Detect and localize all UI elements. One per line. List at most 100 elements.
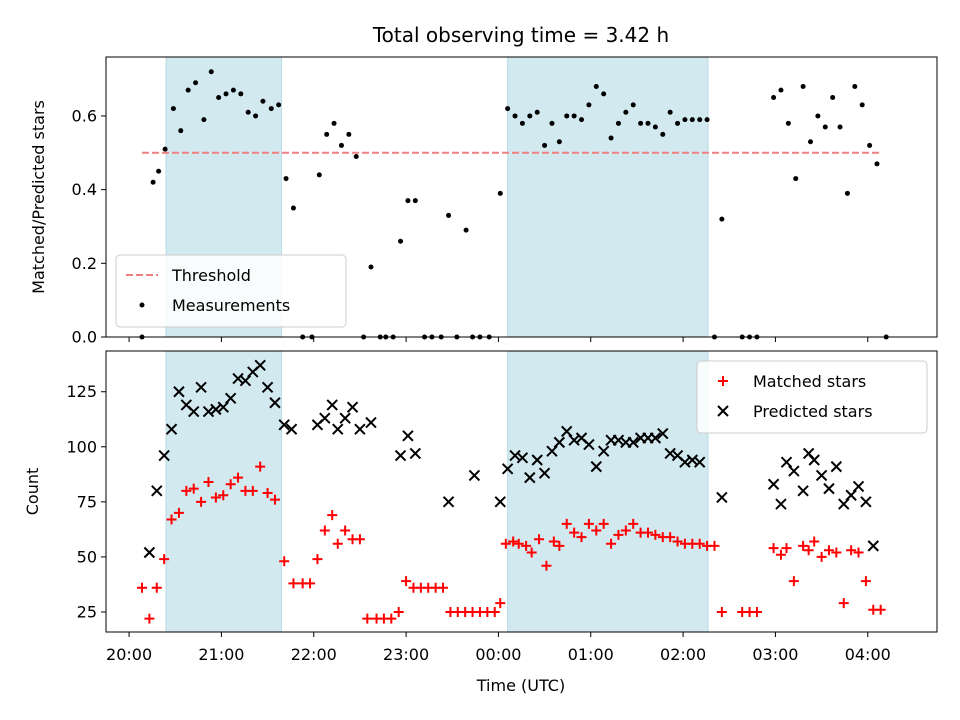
data-point (831, 547, 842, 558)
data-point (354, 534, 365, 545)
data-point (508, 536, 519, 547)
data-point (704, 117, 710, 123)
legend-label: Predicted stars (753, 402, 873, 421)
data-point (649, 432, 662, 444)
data-point (650, 529, 661, 540)
data-point (775, 549, 786, 560)
data-point (137, 582, 148, 593)
x-tick-label: 23:00 (383, 645, 429, 664)
data-point (822, 124, 828, 130)
data-point (402, 430, 414, 442)
x-tick-label: 22:00 (291, 645, 337, 664)
data-point (751, 606, 762, 617)
x-tick-label: 01:00 (568, 645, 614, 664)
data-point (500, 538, 511, 549)
data-point (845, 489, 857, 501)
data-point (672, 536, 683, 547)
data-point (394, 449, 407, 462)
data-point (505, 106, 511, 112)
data-point (809, 536, 820, 547)
data-point (859, 102, 865, 108)
data-point (816, 551, 827, 562)
data-point (438, 582, 449, 593)
data-point (686, 454, 699, 466)
data-point (667, 109, 673, 115)
data-point (660, 131, 666, 137)
data-point (519, 120, 525, 126)
data-point (553, 436, 566, 449)
data-point (340, 525, 351, 536)
data-point (501, 463, 514, 475)
data-point (512, 113, 518, 119)
data-point (630, 102, 636, 108)
data-point (524, 471, 536, 484)
data-point (290, 205, 296, 211)
data-point (203, 477, 214, 488)
data-point (368, 264, 374, 270)
data-point (262, 488, 273, 499)
data-point (709, 540, 720, 551)
data-point (245, 109, 251, 115)
data-point (793, 176, 799, 182)
data-point (463, 227, 469, 233)
data-point (697, 117, 703, 123)
data-point (719, 216, 725, 222)
data-point (239, 375, 252, 387)
data-point (778, 87, 784, 93)
x-axis-label: Time (UTC) (476, 676, 565, 695)
data-point (210, 403, 222, 416)
data-point (181, 485, 192, 496)
data-point (627, 436, 639, 449)
legend: Threshold Measurements (115, 254, 347, 328)
data-point (561, 518, 572, 529)
data-point (150, 179, 156, 185)
data-point (497, 190, 503, 196)
data-point (767, 478, 780, 490)
shaded-interval (507, 56, 709, 338)
y-tick-label: 0.0 (72, 328, 97, 347)
data-point (278, 419, 290, 431)
data-point (852, 480, 865, 493)
data-point (224, 392, 237, 405)
y-tick-label: 100 (66, 437, 97, 456)
data-point (583, 518, 594, 529)
plot-frame (105, 350, 938, 633)
data-point (188, 405, 200, 418)
data-point (468, 469, 481, 482)
data-point (409, 447, 422, 460)
data-point (830, 95, 836, 101)
data-point (606, 538, 617, 549)
x-tick-label: 03:00 (752, 645, 798, 664)
data-point (597, 445, 610, 457)
chart-title: Total observing time = 3.42 h (372, 23, 669, 47)
data-point (365, 416, 377, 429)
panel-ratio: 0.0 0.2 0.4 0.6 Matched/Predicted stars Thres… (29, 56, 938, 347)
legend-label: Threshold (171, 266, 251, 285)
data-point (665, 532, 676, 543)
y-tick-label: 0.2 (72, 254, 97, 273)
data-point (332, 423, 344, 435)
x-tick-label: 04:00 (845, 645, 891, 664)
data-point (548, 536, 559, 547)
data-point (446, 212, 452, 218)
data-point (223, 91, 229, 97)
data-point (788, 465, 800, 477)
data-point (657, 427, 669, 440)
y-tick-label: 50 (77, 547, 97, 566)
data-point (613, 529, 624, 540)
data-point (283, 176, 289, 182)
legend-label: Measurements (172, 296, 290, 315)
data-point (269, 494, 280, 505)
data-point (527, 113, 533, 119)
data-point (346, 401, 359, 413)
data-point (569, 527, 580, 538)
data-point (188, 483, 199, 494)
y-tick-label: 0.4 (72, 180, 97, 199)
data-point (319, 525, 330, 536)
data-point (593, 83, 599, 89)
data-point (516, 452, 529, 464)
data-point (615, 120, 621, 126)
data-point (860, 576, 871, 587)
